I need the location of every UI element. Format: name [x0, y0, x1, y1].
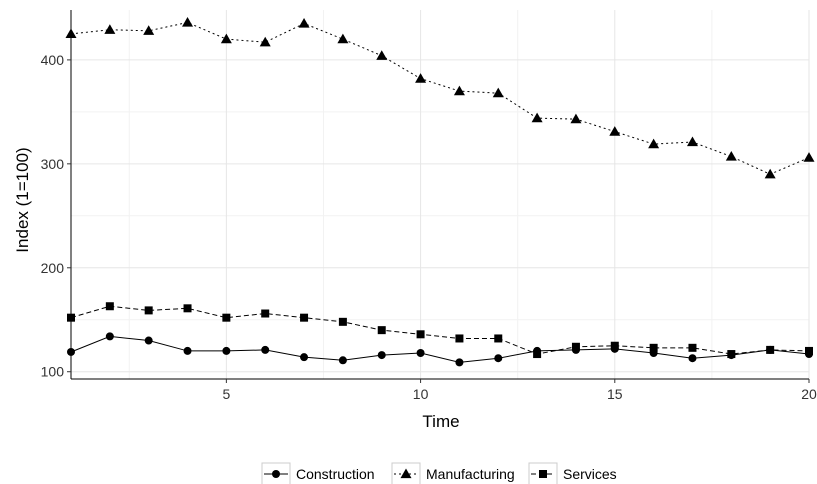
x-tick-label: 15	[607, 386, 623, 402]
legend-item-construction: Construction	[261, 462, 375, 484]
data-point-services	[261, 309, 270, 318]
legend-label-manufacturing: Manufacturing	[426, 466, 515, 482]
axes	[70, 10, 809, 380]
data-point-manufacturing	[220, 33, 232, 44]
data-point-services	[377, 326, 386, 335]
y-tick-label: 200	[41, 260, 65, 276]
data-point-services	[494, 334, 503, 343]
data-point-construction	[338, 356, 347, 365]
legend-marker-services	[539, 470, 547, 478]
data-point-manufacturing	[803, 152, 815, 162]
series-line-manufacturing	[70, 21, 810, 175]
data-point-services	[416, 330, 425, 339]
data-point-manufacturing	[259, 36, 271, 47]
data-point-services	[533, 350, 542, 359]
data-point-services	[144, 306, 153, 315]
legend-label-construction: Construction	[296, 466, 375, 482]
x-axis-title: Time	[422, 412, 459, 431]
legend-label-services: Services	[563, 466, 617, 482]
data-point-manufacturing	[725, 151, 737, 161]
y-tick-label: 400	[41, 52, 65, 68]
data-point-construction	[144, 336, 153, 345]
legend: Construction Manufacturing Services	[261, 462, 617, 484]
data-point-services	[105, 302, 114, 311]
legend-marker-manufacturing	[400, 468, 412, 479]
data-point-manufacturing	[609, 126, 621, 136]
data-point-services	[766, 345, 775, 354]
y-tick-label: 300	[41, 156, 65, 172]
data-point-services	[571, 342, 580, 351]
legend-item-services: Services	[528, 462, 617, 484]
x-tick-label: 20	[801, 386, 817, 402]
data-point-manufacturing	[298, 18, 310, 28]
data-point-manufacturing	[648, 138, 660, 149]
data-point-services	[222, 313, 231, 322]
data-point-manufacturing	[531, 112, 543, 123]
data-point-services	[688, 343, 697, 352]
data-point-construction	[222, 346, 231, 355]
data-point-manufacturing	[570, 113, 582, 124]
series-layer	[65, 16, 815, 367]
data-point-construction	[183, 346, 192, 355]
data-point-services	[455, 334, 464, 343]
y-axis-title: Index (1=100)	[13, 147, 32, 252]
data-point-manufacturing	[453, 85, 465, 96]
data-point-construction	[688, 354, 697, 363]
data-point-services	[610, 341, 619, 350]
data-point-services	[338, 317, 347, 326]
data-point-manufacturing	[492, 87, 504, 98]
data-point-manufacturing	[104, 24, 116, 34]
data-point-manufacturing	[415, 73, 427, 83]
data-point-manufacturing	[686, 136, 698, 147]
data-point-manufacturing	[337, 33, 349, 44]
series-manufacturing	[65, 16, 815, 179]
y-tick-label: 100	[41, 364, 65, 380]
series-services	[67, 302, 813, 359]
data-point-construction	[105, 332, 114, 341]
grid-lines	[71, 10, 810, 379]
data-point-manufacturing	[143, 25, 155, 35]
series-line-services	[70, 305, 810, 355]
data-point-manufacturing	[764, 168, 776, 179]
data-point-services	[183, 304, 192, 313]
data-point-construction	[300, 353, 309, 362]
data-point-services	[805, 346, 813, 355]
data-point-manufacturing	[182, 16, 194, 27]
x-tick-label: 10	[413, 386, 429, 402]
data-point-construction	[455, 358, 464, 367]
series-line-construction	[70, 335, 810, 363]
legend-marker-construction	[272, 470, 280, 478]
series-construction	[67, 332, 813, 367]
data-point-construction	[416, 349, 425, 358]
data-point-services	[67, 313, 75, 322]
data-point-construction	[67, 347, 75, 356]
tick-labels: 100 200 300 400 5 10 15 20	[41, 52, 817, 402]
data-point-manufacturing	[376, 50, 388, 60]
data-point-services	[300, 313, 309, 322]
x-tick-label: 5	[222, 386, 230, 402]
data-point-construction	[261, 345, 270, 354]
data-point-construction	[377, 351, 386, 360]
data-point-services	[727, 350, 736, 359]
data-point-construction	[494, 354, 503, 363]
data-point-services	[649, 343, 658, 352]
legend-item-manufacturing: Manufacturing	[391, 462, 515, 484]
data-point-manufacturing	[65, 28, 77, 39]
